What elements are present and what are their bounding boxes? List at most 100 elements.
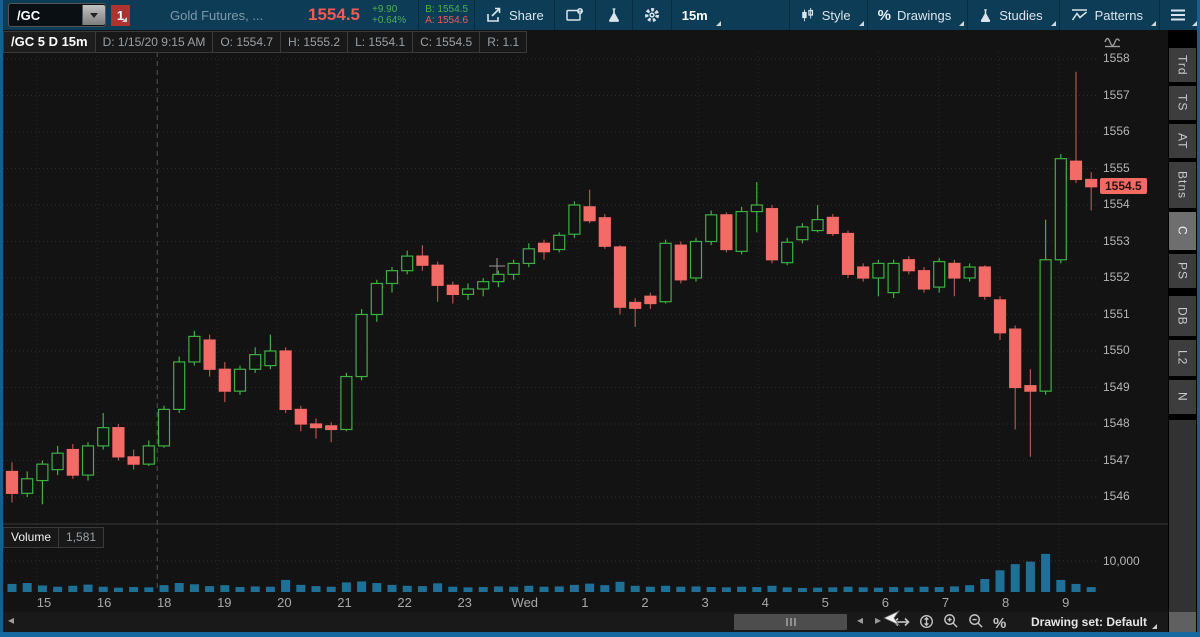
volume-bar <box>949 586 959 592</box>
right-gadget-sidebar: Trd TS AT Btns C PS DB L2 N <box>1168 30 1197 632</box>
alert-count: 1 <box>116 7 125 23</box>
candle-body <box>249 354 262 370</box>
menu-icon <box>1170 8 1186 22</box>
volume-bar <box>478 587 488 592</box>
chart-symbol-title: /GC 5 D 15m <box>3 31 96 53</box>
candle-body <box>279 350 292 411</box>
window-border-left <box>0 0 3 637</box>
candle-body <box>477 281 490 290</box>
scroll-left-edge-arrow[interactable]: ◂ <box>8 613 15 627</box>
sidebar-tab-c[interactable]: C <box>1169 212 1196 250</box>
timeframe-button[interactable]: 15m <box>672 0 724 30</box>
candle-body <box>659 242 672 303</box>
candle-body <box>1024 385 1037 392</box>
volume-bar <box>98 586 108 592</box>
volume-bar <box>433 583 443 592</box>
chart-toolbar: /GC 1 Gold Futures, ... 1554.5 +9.90 +0.… <box>0 0 1200 30</box>
price-tick-label: 1554 <box>1103 197 1130 211</box>
analyze-flask-button[interactable] <box>596 0 632 30</box>
volume-bar <box>7 583 17 592</box>
scroll-left-arrow[interactable]: ◂ <box>857 613 864 627</box>
patterns-button[interactable]: Patterns <box>1060 0 1159 30</box>
auto-scale-icon[interactable] <box>919 614 934 633</box>
drawings-button[interactable]: % Drawings <box>868 0 968 30</box>
volume-bar <box>1041 553 1051 592</box>
sidebar-tab-db[interactable]: DB <box>1169 296 1196 336</box>
volume-bar <box>159 585 169 592</box>
sidebar-tab-ps[interactable]: PS <box>1169 254 1196 288</box>
bottom-chart-tools: % <box>893 613 1006 632</box>
volume-bar <box>904 587 914 592</box>
mouse-cursor <box>883 609 901 631</box>
candle-body <box>431 264 444 286</box>
price-tick-label: 1555 <box>1103 160 1130 175</box>
sidebar-corner-resize[interactable] <box>1169 612 1196 632</box>
volume-bar <box>189 584 199 592</box>
candle-body <box>97 427 110 447</box>
volume-bar <box>1056 579 1066 592</box>
zoom-in-icon[interactable] <box>943 613 959 632</box>
volume-bar <box>235 587 245 592</box>
volume-bar <box>706 587 716 592</box>
detached-panel-button[interactable] <box>555 0 595 30</box>
sidebar-tab-btns[interactable]: Btns <box>1169 162 1196 208</box>
sidebar-tab-trd[interactable]: Trd <box>1169 48 1196 82</box>
percent-scale-icon[interactable]: % <box>993 615 1007 632</box>
chart-menu-button[interactable] <box>1160 0 1200 30</box>
volume-bar <box>585 583 595 592</box>
chart-scrollbar[interactable]: ◂ ◂ ▸ <box>3 612 1168 632</box>
sidebar-tab-l2[interactable]: L2 <box>1169 340 1196 376</box>
chart-scale-wave-icon[interactable] <box>1103 33 1125 54</box>
candle-body <box>841 232 855 275</box>
candle-body <box>1009 328 1022 389</box>
candle-body <box>66 448 79 476</box>
volume-bar <box>645 586 655 592</box>
style-button[interactable]: Style <box>790 0 867 30</box>
chart-area[interactable]: /GC 5 D 15m D: 1/15/20 9:15 AM O: 1554.7 H… <box>3 30 1168 632</box>
candle-body <box>81 445 95 476</box>
symbol-input[interactable]: /GC <box>8 3 106 27</box>
volume-bar <box>873 587 883 592</box>
ask-price: A: 1554.6 <box>425 15 469 26</box>
volume-bar <box>265 586 275 592</box>
candle-body <box>127 456 140 465</box>
volume-bar <box>661 585 671 592</box>
volume-bar <box>843 586 853 592</box>
candle-body <box>553 234 566 251</box>
volume-bar <box>129 587 139 592</box>
share-button[interactable]: Share <box>475 0 554 30</box>
last-price-tag: 1554.5 <box>1100 177 1147 194</box>
volume-bar <box>372 583 382 592</box>
candle-body <box>294 408 307 425</box>
scrollbar-thumb[interactable] <box>734 614 847 630</box>
candle-body <box>598 217 611 247</box>
scroll-right-arrow[interactable]: ▸ <box>875 613 882 627</box>
candle-body <box>507 262 520 275</box>
sidebar-tab-at[interactable]: AT <box>1169 124 1196 158</box>
sidebar-tab-n[interactable]: N <box>1169 380 1196 414</box>
bid-price: B: 1554.5 <box>425 4 469 15</box>
candle-body <box>644 295 657 305</box>
studies-button[interactable]: Studies <box>968 0 1058 30</box>
volume-label: Volume <box>3 527 60 548</box>
x-axis-label: 6 <box>881 595 890 610</box>
volume-bar <box>630 585 640 592</box>
volume-bar <box>68 585 78 592</box>
candle-body <box>629 301 642 309</box>
settings-button[interactable] <box>633 0 671 30</box>
volume-bar <box>813 587 823 592</box>
alert-badge[interactable]: 1 <box>111 4 130 26</box>
symbol-dropdown-icon[interactable] <box>82 5 105 25</box>
sidebar-tab-ts[interactable]: TS <box>1169 86 1196 120</box>
x-axis-label: 22 <box>397 595 412 610</box>
drawing-set-selector[interactable]: Drawing set: Default <box>1031 615 1158 629</box>
candle-body <box>112 427 125 458</box>
volume-bar <box>676 586 686 592</box>
zoom-out-icon[interactable] <box>968 613 984 632</box>
candle-body <box>993 299 1007 334</box>
candle-body <box>325 425 338 431</box>
drawings-label: Drawings <box>897 7 952 23</box>
volume-bar <box>691 586 701 592</box>
candle-body <box>264 350 277 367</box>
